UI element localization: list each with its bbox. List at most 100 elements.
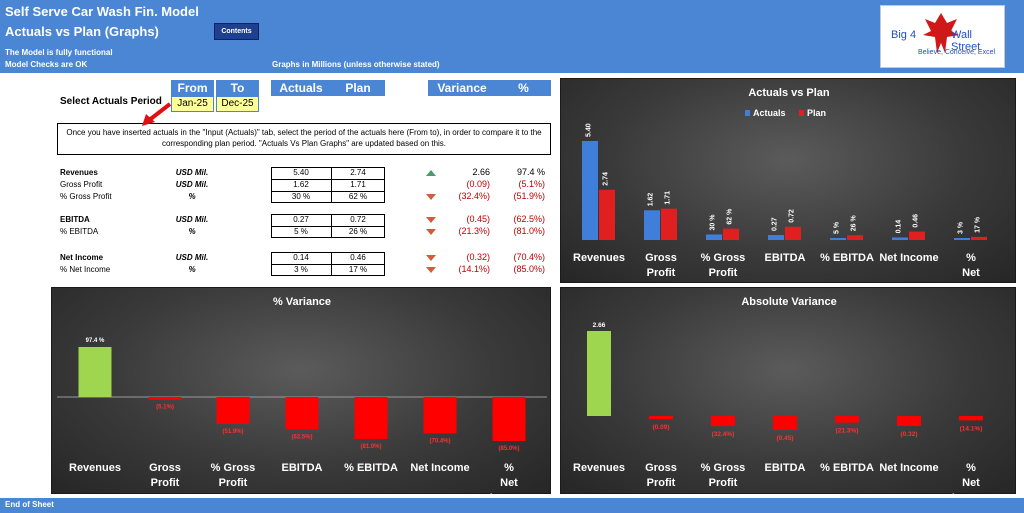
row-unit: USD Mil. [175,253,209,262]
row-plan: 62 % [348,192,368,201]
model-title: Self Serve Car Wash Fin. Model [5,4,199,19]
row-variance: (0.45) [466,214,490,224]
row-pct: (62.5%) [513,214,545,224]
from-period-select[interactable]: Jan-25 [171,96,214,112]
logo: Big 4 Wall Street Believe, Conceive, Exc… [880,5,1005,68]
pct-header: % [496,80,551,96]
instruction-note: Once you have inserted actuals in the "I… [57,123,551,155]
category-label: % Gross [701,462,746,474]
row-actual: 3 % [294,265,308,274]
category-label: Profit [219,477,248,489]
row-label: % EBITDA [60,227,99,236]
category-label: Net Income [879,462,938,474]
row-variance: 2.66 [472,167,490,177]
row-variance: (21.3%) [458,226,490,236]
row-unit: % [188,265,196,274]
triangle-down-icon [426,217,436,223]
data-label: 2.74 [603,172,610,186]
row-actual: 1.62 [293,180,309,189]
to-period-select[interactable]: Dec-25 [216,96,259,112]
eagle-icon [923,13,959,53]
category-label: Profit [709,477,738,489]
chart-title: Absolute Variance [741,296,836,308]
bar-negative [959,416,983,421]
row-plan: 2.74 [350,168,366,177]
category-label: % [504,462,514,474]
row-pct: (70.4%) [513,252,545,262]
data-label: 17 % [975,216,982,233]
row-unit: % [188,192,196,201]
category-label: Income [952,492,991,495]
pct-variance-svg: % Variance 97.4 % (5.1%) (51.9%) (62.5%) (81.… [57,296,547,495]
page-title: Actuals vs Plan (Graphs) [5,24,159,39]
category-label: % EBITDA [820,462,874,474]
row-label: Revenues [60,168,98,177]
row-pct: (85.0%) [513,264,545,274]
row-unit: USD Mil. [175,168,209,177]
triangle-down-icon [426,255,436,261]
row-variance: (14.1%) [458,264,490,274]
contents-button[interactable]: Contents [214,23,259,40]
units-note: Graphs in Millions (unless otherwise sta… [272,60,440,69]
value-box [271,252,385,276]
data-label: (14.1%) [960,425,983,432]
bar-negative [492,397,526,441]
bar-negative [148,397,182,400]
row-pct: (5.1%) [518,179,545,189]
row-label: Net Income [60,253,104,262]
category-label: % EBITDA [344,462,398,474]
legend-label-plan: Plan [807,108,826,118]
from-header: From [171,80,214,96]
category-label: Gross [645,462,677,474]
bar-actual [644,210,660,240]
chart-title: % Variance [273,296,331,308]
category-label: % [966,462,976,474]
red-arrow-icon [142,102,172,126]
logo-tagline: Believe, Conceive, Excel [918,49,996,56]
bar-actual [892,237,908,240]
category-label: Net [500,477,518,489]
logo-word-1: Big 4 [891,29,917,41]
value-box [271,167,385,203]
data-label: (0.09) [653,424,670,431]
triangle-up-icon [426,170,436,176]
bar-negative [216,397,250,424]
data-label: (70.4%) [429,438,450,444]
bar-plan [909,231,925,240]
category-label: EBITDA [765,252,806,264]
data-label: (21.3%) [836,428,859,435]
bar-negative [897,416,921,426]
category-label: Net [962,267,980,279]
category-label: Profit [647,267,676,279]
data-label: (32.4%) [712,431,735,438]
bar-actual [706,234,722,240]
data-label: 0.14 [896,220,903,234]
bar-actual [582,141,598,240]
row-label: EBITDA [60,215,90,224]
category-label: EBITDA [282,462,323,474]
row-variance: (0.32) [466,252,490,262]
triangle-down-icon [426,194,436,200]
row-pct: (51.9%) [513,191,545,201]
bar-negative [423,397,457,434]
actuals-vs-plan-chart: Actuals vs Plan Actuals Plan 5.40 2.74 1.62 1.… [560,78,1016,284]
data-label: (62.5%) [291,434,312,440]
category-label: % EBITDA [820,252,874,264]
absolute-variance-svg: Absolute Variance 2.66 (0.09) (32.4%) (0.45)… [573,296,991,495]
category-label: Gross [645,252,677,264]
bar-actual [954,238,970,240]
data-label: (0.32) [901,431,918,438]
bar-negative [354,397,388,439]
row-unit: USD Mil. [175,215,209,224]
data-label: 62 % [727,208,734,225]
row-actual: 0.14 [293,253,309,262]
row-label: % Gross Profit [60,192,112,201]
category-label: % [966,252,976,264]
bar-plan [785,226,801,240]
data-label: 1.62 [648,193,655,207]
data-label: 5 % [834,221,841,234]
pct-variance-chart: % Variance 97.4 % (5.1%) (51.9%) (62.5%) (81.… [51,287,551,495]
row-actual: 5.40 [293,168,309,177]
actuals-vs-plan-svg: Actuals vs Plan Actuals Plan 5.40 2.74 1.62 1.… [573,87,990,284]
bar-plan [847,235,863,240]
